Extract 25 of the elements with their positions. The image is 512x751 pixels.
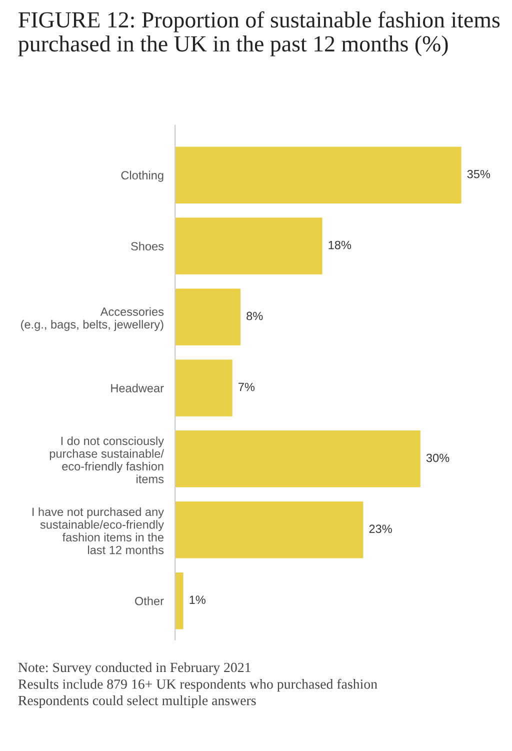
- bar: [175, 146, 462, 204]
- text: Results include 879 16+ UK respondents who purchased fashion: [18, 678, 378, 692]
- data-label: 23%: [369, 524, 392, 534]
- y-tick-label: Other: [135, 596, 164, 606]
- data-label: 7%: [238, 382, 255, 392]
- y-tick-label: Shoes: [131, 242, 164, 250]
- bar: [175, 360, 232, 416]
- chart-title: FIGURE 12: Proportion of sustainable fashion items purchased in the UK in the past 12 months (%): [18, 11, 500, 56]
- bar: [175, 288, 241, 346]
- bar: [175, 572, 184, 630]
- bar: [175, 501, 364, 558]
- data-label: 8%: [246, 312, 263, 320]
- data-label: 1%: [190, 596, 206, 604]
- y-tick-label: I do not consciously purchase sustainable/ eco-friendly fashion items: [50, 436, 164, 484]
- y-tick-label: I have not purchased any sustainable/eco-friendly fashion items in the last 12 months: [32, 507, 164, 554]
- data-label: 30%: [426, 454, 450, 462]
- data-label: 18%: [328, 240, 352, 250]
- bar: [175, 218, 322, 274]
- y-tick-label: Clothing: [121, 170, 164, 182]
- y-tick-label: Accessories (e.g., bags, belts, jewellery): [21, 307, 164, 331]
- bar: [175, 430, 420, 488]
- y-tick-label: Headwear: [111, 384, 164, 392]
- text: Respondents could select multiple answers: [18, 695, 256, 708]
- text: Note: Survey conducted in February 2021: [18, 662, 250, 676]
- data-label: 35%: [467, 170, 490, 178]
